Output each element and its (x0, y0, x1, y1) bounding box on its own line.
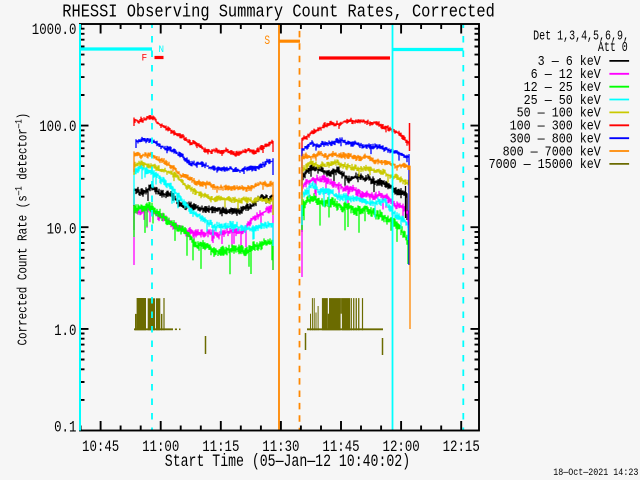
svg-text:N: N (158, 44, 164, 56)
svg-text:11:00: 11:00 (142, 439, 179, 457)
svg-text:100.0: 100.0 (39, 119, 76, 137)
svg-text:Att 0: Att 0 (598, 40, 628, 56)
svg-text:12:15: 12:15 (443, 439, 480, 457)
svg-text:Det 1,3,4,5,6,9,: Det 1,3,4,5,6,9, (533, 28, 629, 44)
svg-text:Start Time (05—Jan—12 10:40:02: Start Time (05—Jan—12 10:40:02) (165, 451, 410, 471)
svg-text:3 — 6 keV: 3 — 6 keV (538, 53, 601, 69)
svg-text:300 — 800 keV: 300 — 800 keV (510, 131, 602, 147)
svg-text:11:15: 11:15 (202, 439, 239, 457)
svg-text:1.0: 1.0 (54, 323, 76, 341)
svg-text:F: F (142, 52, 148, 64)
svg-text:800 — 7000 keV: 800 — 7000 keV (503, 144, 602, 160)
svg-text:10.0: 10.0 (47, 221, 77, 239)
svg-text:12 — 25 keV: 12 — 25 keV (524, 79, 602, 95)
svg-text:12:00: 12:00 (383, 439, 420, 457)
svg-text:S: S (264, 34, 270, 49)
svg-text:7000 — 15000 keV: 7000 — 15000 keV (489, 156, 602, 172)
svg-text:RHESSI Observing Summary Count: RHESSI Observing Summary Count Rates, Co… (62, 2, 494, 23)
svg-text:11:30: 11:30 (262, 439, 299, 457)
svg-text:6 — 12 keV: 6 — 12 keV (531, 66, 602, 82)
svg-text:Corrected Count Rate (s—1 dete: Corrected Count Rate (s—1 detector—1) (13, 113, 31, 346)
svg-text:25 — 50 keV: 25 — 50 keV (524, 92, 602, 108)
svg-text:10:45: 10:45 (82, 439, 119, 457)
svg-text:0.1: 0.1 (54, 419, 76, 437)
svg-text:1000.0: 1000.0 (32, 22, 77, 40)
svg-text:100 — 300 keV: 100 — 300 keV (510, 118, 602, 134)
svg-text:50 — 100 keV: 50 — 100 keV (517, 105, 602, 121)
svg-text:11:45: 11:45 (322, 439, 359, 457)
svg-text:18—Oct—2021 14:23: 18—Oct—2021 14:23 (553, 466, 638, 478)
